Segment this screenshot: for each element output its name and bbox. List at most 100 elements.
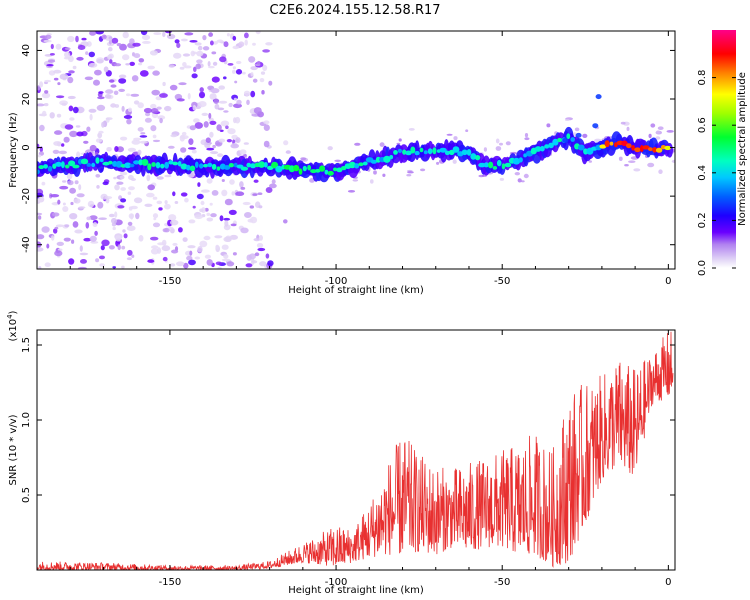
- spectrogram-cell: [76, 193, 85, 198]
- spectrogram-cell: [226, 261, 235, 267]
- spectrogram-cell: [67, 95, 76, 100]
- spectrogram-cell: [423, 150, 428, 155]
- spectrogram-cell: [524, 137, 530, 141]
- spectrogram-cell: [223, 217, 231, 221]
- spectrogram-cell: [432, 147, 437, 155]
- spectrogram-cell: [138, 159, 143, 166]
- spectrogram-cell: [49, 53, 55, 56]
- spectrogram-cell: [249, 205, 254, 209]
- spectrogram-cell: [523, 153, 527, 158]
- spectrogram-cell: [140, 132, 146, 135]
- spectrogram-cell: [171, 249, 179, 254]
- spectrogram-cell: [47, 165, 53, 172]
- spectrogram-cell: [151, 162, 156, 167]
- spectrogram-cell: [61, 180, 67, 183]
- spectrogram-cell: [123, 115, 133, 119]
- spectrogram-cell: [628, 160, 636, 163]
- spectrogram-cell: [152, 70, 160, 76]
- spectrogram-cell: [176, 42, 181, 49]
- spectrogram-cell: [50, 43, 54, 50]
- spectrogram-cell: [144, 117, 152, 123]
- spectrogram-cell: [193, 118, 200, 123]
- spectrogram-cell: [226, 139, 232, 143]
- spectrogram-cell: [233, 103, 242, 109]
- spectrogram-cell: [198, 101, 207, 108]
- spectrogram-cell: [118, 78, 127, 84]
- spectrogram-cell: [180, 147, 187, 153]
- spectrogram-cell: [127, 249, 133, 256]
- spectrogram-cell: [652, 147, 658, 153]
- spectrogram-cell: [203, 235, 211, 241]
- spectrogram-cell: [657, 126, 664, 130]
- spectrogram-cell: [620, 121, 626, 125]
- spectrogram-cell: [141, 34, 151, 41]
- spectrogram-cell: [138, 58, 145, 63]
- spectrogram-cell: [115, 235, 122, 242]
- spectrogram-cell: [158, 207, 163, 211]
- spectrogram-cell: [209, 202, 213, 206]
- spectrogram-cell: [157, 242, 166, 246]
- spectrogram-cell: [194, 256, 201, 260]
- spectrogram-cell: [117, 205, 125, 209]
- spectrogram-cell: [63, 136, 70, 143]
- spectrogram-cell: [227, 128, 236, 135]
- spectrogram-cell: [461, 149, 468, 156]
- spectrogram-cell: [58, 150, 67, 155]
- spectrogram-cell: [55, 224, 64, 228]
- spectrogram-cell: [153, 32, 162, 35]
- spectrogram-cell: [206, 212, 211, 216]
- spectrogram-cell: [152, 222, 161, 228]
- spectrogram-cell: [235, 69, 243, 75]
- spectrogram-cell: [268, 80, 273, 86]
- spectrogram-cell: [229, 234, 238, 240]
- spectrogram-cell: [87, 200, 95, 208]
- spectrogram-cell: [666, 143, 673, 158]
- spectrogram-cell: [118, 74, 127, 79]
- spectrogram-cell: [151, 245, 159, 249]
- spectrogram-cell: [212, 61, 218, 66]
- spectrogram-cell: [223, 254, 229, 259]
- spectrogram-cell: [155, 162, 161, 169]
- spectrogram-cell: [254, 252, 260, 257]
- spectrogram-cell: [262, 49, 270, 53]
- spectrogram-cell: [132, 42, 141, 47]
- spectrogram-cell: [114, 146, 119, 152]
- spectrogram-cell: [244, 39, 248, 46]
- spectrogram-cell: [133, 137, 142, 141]
- spectrogram-cell: [39, 124, 45, 132]
- spectrogram-cell: [495, 146, 502, 151]
- spectrogram-cell: [108, 47, 113, 52]
- y-tick-label: -40: [21, 237, 32, 253]
- spectrogram-cell: [495, 138, 500, 144]
- spectrogram-cell: [79, 245, 83, 252]
- spectrogram-cell: [142, 40, 151, 44]
- spectrogram-cell: [55, 43, 62, 50]
- spectrogram-cell: [55, 95, 65, 99]
- spectrogram-cell: [172, 191, 176, 197]
- spectrogram-cell: [78, 184, 82, 191]
- spectrogram-cell: [42, 110, 47, 117]
- x-tick-label: -100: [325, 276, 348, 287]
- spectrogram-cell: [379, 142, 385, 147]
- spectrogram-cell: [265, 253, 270, 259]
- spectrogram-cell: [219, 215, 224, 222]
- spectrogram-cell: [570, 137, 575, 142]
- spectrogram-cell: [119, 175, 125, 180]
- spectrogram-cell: [88, 51, 96, 58]
- spectrogram-cell: [226, 33, 230, 37]
- spectrogram-cell: [200, 200, 205, 206]
- spectrogram-cell: [249, 253, 256, 260]
- spectrogram-cell: [265, 187, 273, 193]
- spectrogram-cell: [182, 53, 191, 57]
- spectrogram-cell: [194, 122, 203, 129]
- spectrogram-cell: [195, 161, 199, 168]
- spectrogram-cell: [89, 113, 93, 121]
- spectrogram-cell: [214, 235, 223, 239]
- spectrogram-cell: [245, 263, 253, 268]
- spectrogram-cell: [128, 186, 135, 191]
- spectrogram-cell: [64, 124, 74, 130]
- spectrogram-cell: [599, 144, 607, 149]
- spectrogram-cell: [113, 176, 117, 180]
- spectrogram-cell: [211, 163, 217, 170]
- spectrogram-cell: [180, 163, 188, 170]
